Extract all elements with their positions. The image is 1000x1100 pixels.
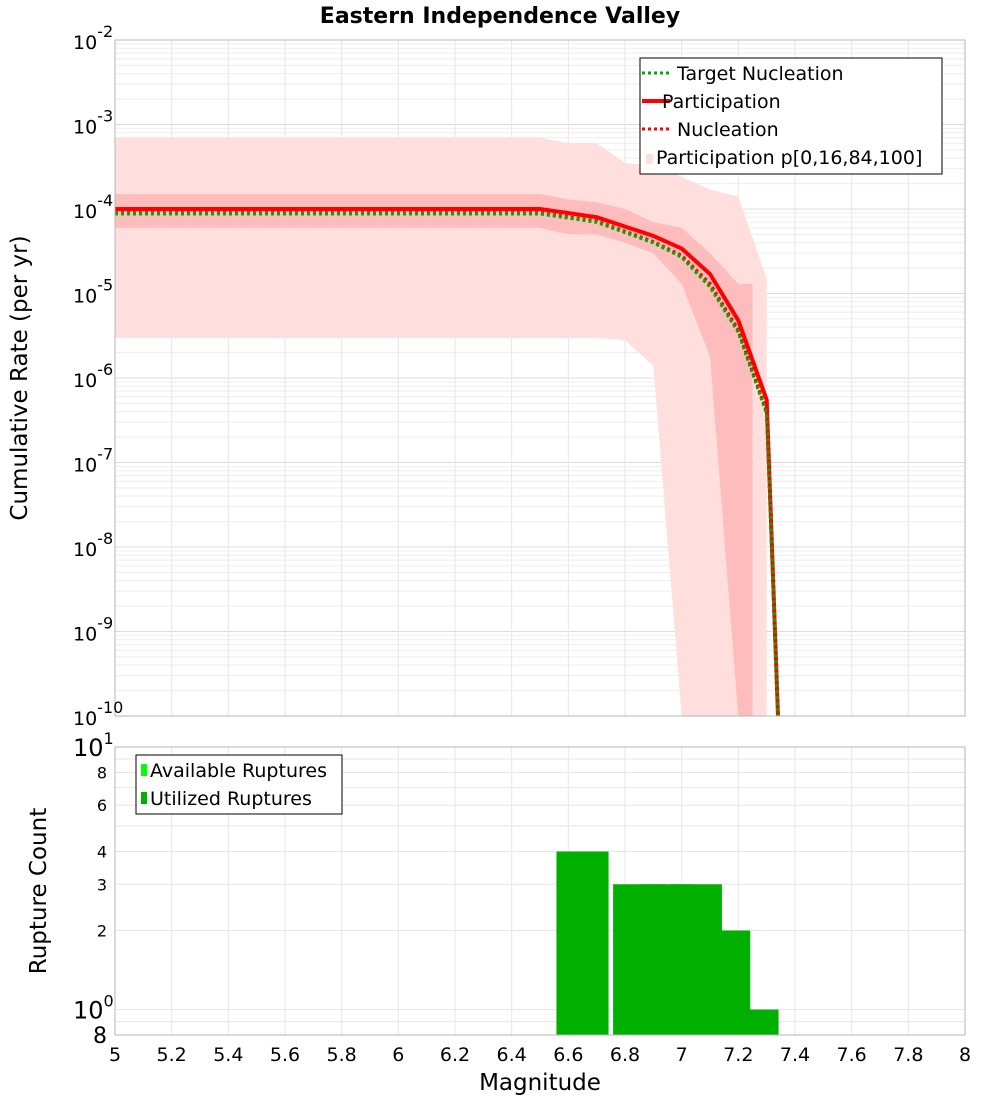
participation-band	[115, 194, 753, 717]
magnitude-x-tick-label: 7.6	[837, 1044, 867, 1066]
participation-line	[115, 207, 780, 717]
rupture-y-tick-label: 4	[97, 842, 107, 861]
rate-y-tick-label: 10-2	[73, 22, 113, 54]
rate-y-ticks: 10-2 10-3 10-4 10-5 10-6 10-7 10-8 10-9 10-10	[73, 22, 123, 730]
magnitude-x-tick-label: 5.2	[157, 1044, 187, 1066]
magnitude-x-tick-label: 6.8	[610, 1044, 640, 1066]
participation-band	[115, 137, 767, 717]
rupture-y-tick-label: 101	[73, 729, 114, 762]
magnitude-x-tick-label: 7.8	[893, 1044, 923, 1066]
rate-y-tick-label: 10-9	[73, 614, 113, 646]
legend-swatch	[141, 792, 147, 804]
rupture-y-tick-label: 6	[97, 796, 107, 815]
legend-entry-label: Utilized Ruptures	[150, 788, 312, 810]
legend-entry-label: Target Nucleation	[676, 63, 844, 85]
legend-entry-label: Participation p[0,16,84,100]	[656, 147, 922, 169]
legend-entry-label: Participation	[662, 91, 781, 113]
rate-y-tick-label: 10-6	[73, 360, 113, 392]
magnitude-x-tick-label: 5	[109, 1044, 121, 1066]
magnitude-x-tick-label: 6.4	[497, 1044, 527, 1066]
rate-lines	[115, 207, 780, 717]
rupture-plot-frame	[114, 746, 966, 1036]
magnitude-x-tick-label: 5.6	[270, 1044, 300, 1066]
magnitude-x-tick-label: 6.2	[440, 1044, 470, 1066]
target-nucleation-line	[115, 211, 780, 717]
magnitude-x-ticks: 5 5.2 5.4 5.6 5.8 6 6.2 6.4 6.6 6.8 7 7.2 7.4 7.6 7.8 8	[109, 1044, 971, 1066]
magnitude-x-tick-label: 7.4	[780, 1044, 810, 1066]
rate-bands	[115, 137, 767, 717]
rate-y-tick-label: 10-7	[73, 445, 113, 477]
rate-legend: Target Nucleation Participation Nucleation…	[639, 57, 943, 175]
rate-y-axis-label: Cumulative Rate (per yr)	[7, 235, 33, 520]
legend-entry-label: Nucleation	[677, 119, 779, 141]
rupture-y-tick-label: 100	[73, 992, 114, 1025]
rupture-legend-box	[135, 754, 343, 815]
rupture-bars	[556, 851, 779, 1035]
legend-swatch	[141, 764, 147, 776]
magnitude-x-tick-label: 8	[959, 1044, 971, 1066]
magnitude-x-tick-label: 5.8	[327, 1044, 357, 1066]
rupture-legend: Available Ruptures Utilized Ruptures	[135, 754, 343, 815]
magnitude-x-tick-label: 7	[676, 1044, 688, 1066]
magnitude-x-tick-label: 6.6	[553, 1044, 583, 1066]
rate-plot-frame	[114, 39, 966, 717]
rupture-y-axis-label: Rupture Count	[26, 808, 52, 974]
chart-title: Eastern Independence Valley	[320, 4, 680, 29]
magnitude-x-tick-label: 7.2	[723, 1044, 753, 1066]
rate-legend-box	[639, 57, 943, 175]
rate-y-tick-label: 10-8	[73, 529, 113, 561]
rupture-y-tick-label: 8	[97, 763, 107, 782]
magnitude-x-tick-label: 6	[392, 1044, 404, 1066]
rate-y-tick-label: 10-5	[73, 276, 113, 308]
nucleation-line	[115, 211, 780, 717]
rate-y-tick-label: 10-4	[73, 191, 113, 223]
rupture-y-tick-label: 3	[97, 875, 107, 894]
rupture-bar	[726, 1009, 779, 1035]
legend-entry-label: Available Ruptures	[150, 760, 327, 782]
rupture-bar	[556, 851, 609, 1035]
rate-panel: 10-2 10-3 10-4 10-5 10-6 10-7 10-8 10-9 10-10 Cu…	[7, 22, 966, 730]
rupture-y-tick-label: 8	[93, 1024, 107, 1049]
magnitude-x-tick-label: 5.4	[213, 1044, 243, 1066]
legend-swatch	[646, 154, 653, 164]
rate-y-tick-label: 10-3	[73, 107, 113, 139]
rupture-y-tick-label: 2	[97, 922, 107, 941]
x-axis-label: Magnitude	[479, 1070, 601, 1096]
rate-y-tick-label: 10-10	[73, 698, 123, 730]
